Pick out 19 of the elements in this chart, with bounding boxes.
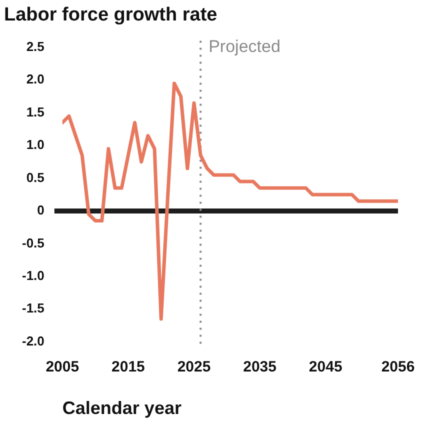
x-axis-title: Calendar year [62, 398, 182, 418]
x-tick-label: 2056 [381, 358, 415, 376]
x-tick-label: 2025 [177, 358, 211, 376]
x-tick-label: 2015 [112, 358, 145, 376]
x-tick-label: 2005 [46, 358, 80, 376]
y-tick-label: 0.5 [26, 170, 44, 185]
y-tick-label: 2.0 [26, 72, 44, 87]
chart-title: Labor force growth rate [4, 4, 218, 26]
y-tick-label: 0 [37, 202, 44, 218]
y-tick-label: -2.0 [22, 333, 44, 348]
y-tick-label: -1.5 [22, 300, 44, 316]
y-tick-label: 1.5 [26, 104, 44, 120]
y-tick-label: -1.0 [22, 268, 44, 283]
x-tick-label: 2045 [308, 358, 342, 376]
y-tick-label: 1.0 [26, 137, 44, 152]
y-tick-label: 2.5 [26, 38, 44, 54]
ref-line-label: Projected [208, 36, 280, 56]
x-tick-label: 2035 [243, 358, 276, 376]
y-tick-label: -0.5 [22, 235, 44, 250]
